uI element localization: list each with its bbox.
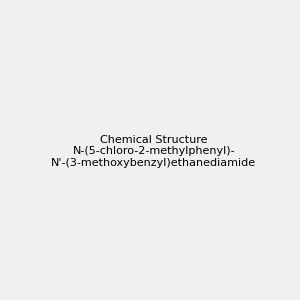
Text: Chemical Structure
N-(5-chloro-2-methylphenyl)-
N'-(3-methoxybenzyl)ethanediamid: Chemical Structure N-(5-chloro-2-methylp… [51, 135, 256, 168]
